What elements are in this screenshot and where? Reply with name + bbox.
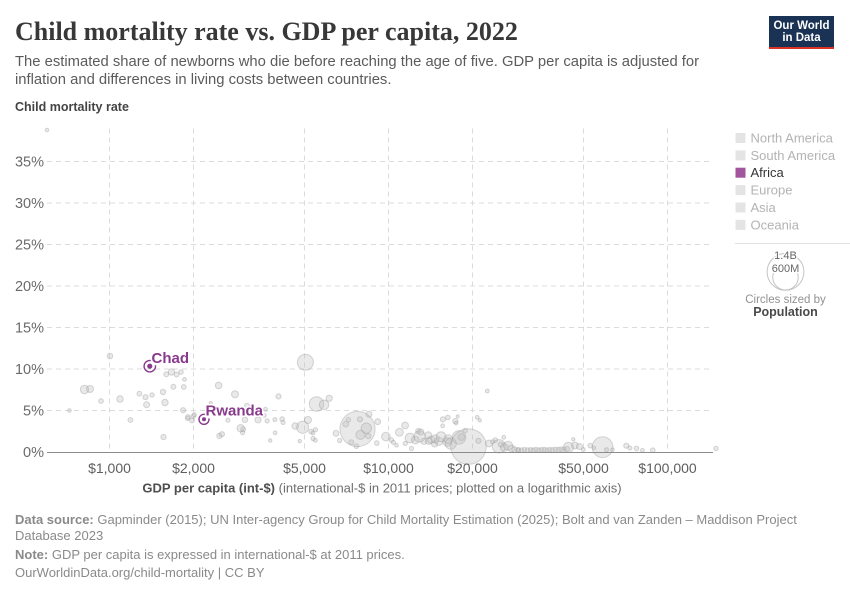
svg-text:$2,000: $2,000 xyxy=(172,460,215,476)
svg-text:Africa: Africa xyxy=(751,165,785,180)
svg-text:Chad: Chad xyxy=(152,350,190,367)
svg-text:GDP per capita (int-$) (intern: GDP per capita (int-$) (international-$ … xyxy=(142,481,621,496)
svg-text:30%: 30% xyxy=(15,196,44,212)
svg-text:Oceania: Oceania xyxy=(751,217,800,232)
svg-text:South America: South America xyxy=(751,148,836,163)
svg-text:$50,000: $50,000 xyxy=(558,460,609,476)
svg-text:$1,000: $1,000 xyxy=(88,460,131,476)
svg-text:Europe: Europe xyxy=(751,183,793,198)
svg-text:25%: 25% xyxy=(15,238,44,254)
svg-text:$20,000: $20,000 xyxy=(447,460,498,476)
svg-text:Circles sized by: Circles sized by xyxy=(745,294,826,306)
svg-text:$10,000: $10,000 xyxy=(363,460,414,476)
svg-text:600M: 600M xyxy=(772,263,800,275)
svg-text:0%: 0% xyxy=(23,445,44,461)
svg-text:15%: 15% xyxy=(15,321,44,337)
svg-text:5%: 5% xyxy=(23,404,44,420)
svg-text:35%: 35% xyxy=(15,155,44,171)
svg-text:Population: Population xyxy=(753,305,818,319)
svg-text:10%: 10% xyxy=(15,362,44,378)
svg-text:20%: 20% xyxy=(15,279,44,295)
svg-text:$5,000: $5,000 xyxy=(283,460,326,476)
svg-text:Asia: Asia xyxy=(751,200,777,215)
svg-text:Rwanda: Rwanda xyxy=(206,403,264,420)
svg-text:1.4B: 1.4B xyxy=(774,250,797,262)
svg-text:$100,000: $100,000 xyxy=(638,460,697,476)
svg-text:North America: North America xyxy=(751,131,834,146)
